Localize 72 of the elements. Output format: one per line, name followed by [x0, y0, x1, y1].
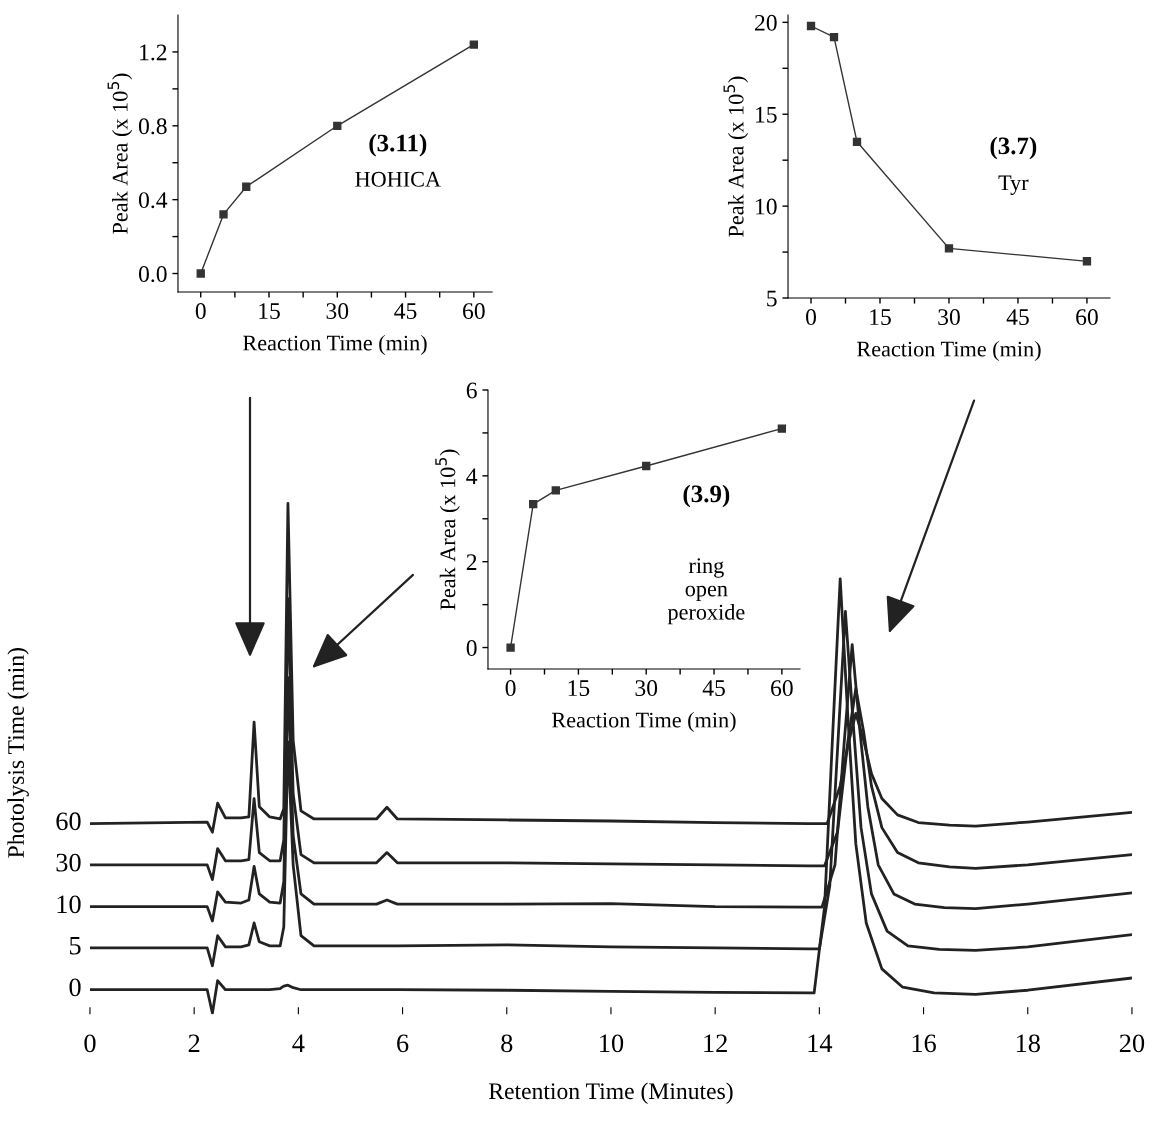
- y-axis-title: Peak Area (x 10$^{5}$): [723, 76, 749, 237]
- y-tick-label: 0: [466, 640, 477, 656]
- x-tick-label: 0: [84, 1034, 96, 1053]
- x-tick-label: 15: [568, 680, 590, 697]
- y-tick-label: 4: [466, 468, 478, 485]
- x-tick-label: 4: [292, 1034, 305, 1052]
- y-axis-title: Peak Area (x 10$^{5}$): [435, 449, 460, 610]
- series-label: 30: [56, 853, 81, 872]
- annotation: (3.11): [369, 133, 427, 157]
- x-tick-label: 45: [1006, 309, 1029, 326]
- point: [642, 461, 651, 471]
- point: [829, 32, 839, 42]
- y-tick-label: 0.4: [138, 192, 168, 209]
- point: [196, 269, 205, 278]
- y-tick-label: 10: [756, 198, 777, 215]
- point: [219, 210, 228, 219]
- point: [242, 182, 251, 191]
- x-tick-label: 15: [870, 309, 891, 326]
- x-tick-label: 14: [808, 1034, 833, 1052]
- annotation: HOHICA: [355, 171, 441, 187]
- y-tick-label: 5: [767, 290, 777, 307]
- x-tick-label: 60: [1076, 309, 1098, 326]
- x-tick-label: 10: [600, 1034, 624, 1053]
- x-tick-label: 0: [195, 303, 206, 320]
- y-tick-label: 0.0: [138, 266, 167, 283]
- point: [1082, 257, 1092, 266]
- y-tick-label: 2: [466, 554, 477, 570]
- x-tick-label: 15: [259, 303, 280, 320]
- x-tick-label: 60: [771, 680, 793, 697]
- x-tick-label: 0: [505, 680, 516, 697]
- point: [333, 121, 342, 130]
- x-tick-label: 2: [188, 1034, 200, 1052]
- x-tick-label: 12: [704, 1034, 727, 1052]
- y-axis-title: Peak Area (x 10$^{5}$): [107, 73, 133, 234]
- y-tick-label: 6: [466, 382, 477, 399]
- x-tick-label: 6: [397, 1034, 409, 1053]
- point: [469, 40, 478, 49]
- annotation: Tyr: [998, 175, 1029, 195]
- x-axis-title: Reaction Time (min): [552, 711, 736, 733]
- series-label: 60: [56, 812, 81, 831]
- x-tick-label: 45: [394, 303, 417, 320]
- x-tick-label: 30: [635, 680, 658, 697]
- x-axis-title: Retention Time (Minutes): [488, 1082, 733, 1104]
- y-tick-label: 15: [756, 106, 777, 123]
- point: [852, 137, 862, 146]
- y-tick-label: 1.2: [140, 44, 167, 61]
- point: [944, 244, 954, 253]
- x-tick-label: 45: [702, 680, 725, 697]
- x-axis-title: Reaction Time (min): [857, 340, 1041, 362]
- point: [551, 486, 560, 495]
- series-label: 10: [57, 895, 81, 914]
- point: [777, 424, 787, 433]
- y-axis-title: Photolysis Time (min): [7, 648, 29, 858]
- y-tick-label: 0.8: [138, 118, 167, 135]
- x-tick-label: 30: [938, 309, 960, 326]
- point: [506, 643, 515, 652]
- x-tick-label: 16: [912, 1034, 936, 1053]
- x-tick-label: 0: [806, 309, 817, 326]
- point: [529, 500, 538, 509]
- x-tick-label: 18: [1016, 1034, 1040, 1053]
- series-label: 5: [69, 937, 81, 955]
- x-tick-label: 30: [326, 303, 349, 320]
- series-label: 0: [69, 978, 81, 997]
- annotation: (3.7): [990, 136, 1037, 160]
- x-tick-label: 20: [1119, 1034, 1145, 1053]
- x-tick-label: 8: [501, 1034, 513, 1053]
- annotation: ring open peroxide: [667, 558, 745, 625]
- annotation: (3.9): [683, 484, 730, 508]
- point: [806, 21, 816, 31]
- x-tick-label: 60: [463, 303, 485, 320]
- y-tick-label: 20: [755, 14, 777, 31]
- x-axis-title: Reaction Time (min): [243, 334, 427, 356]
